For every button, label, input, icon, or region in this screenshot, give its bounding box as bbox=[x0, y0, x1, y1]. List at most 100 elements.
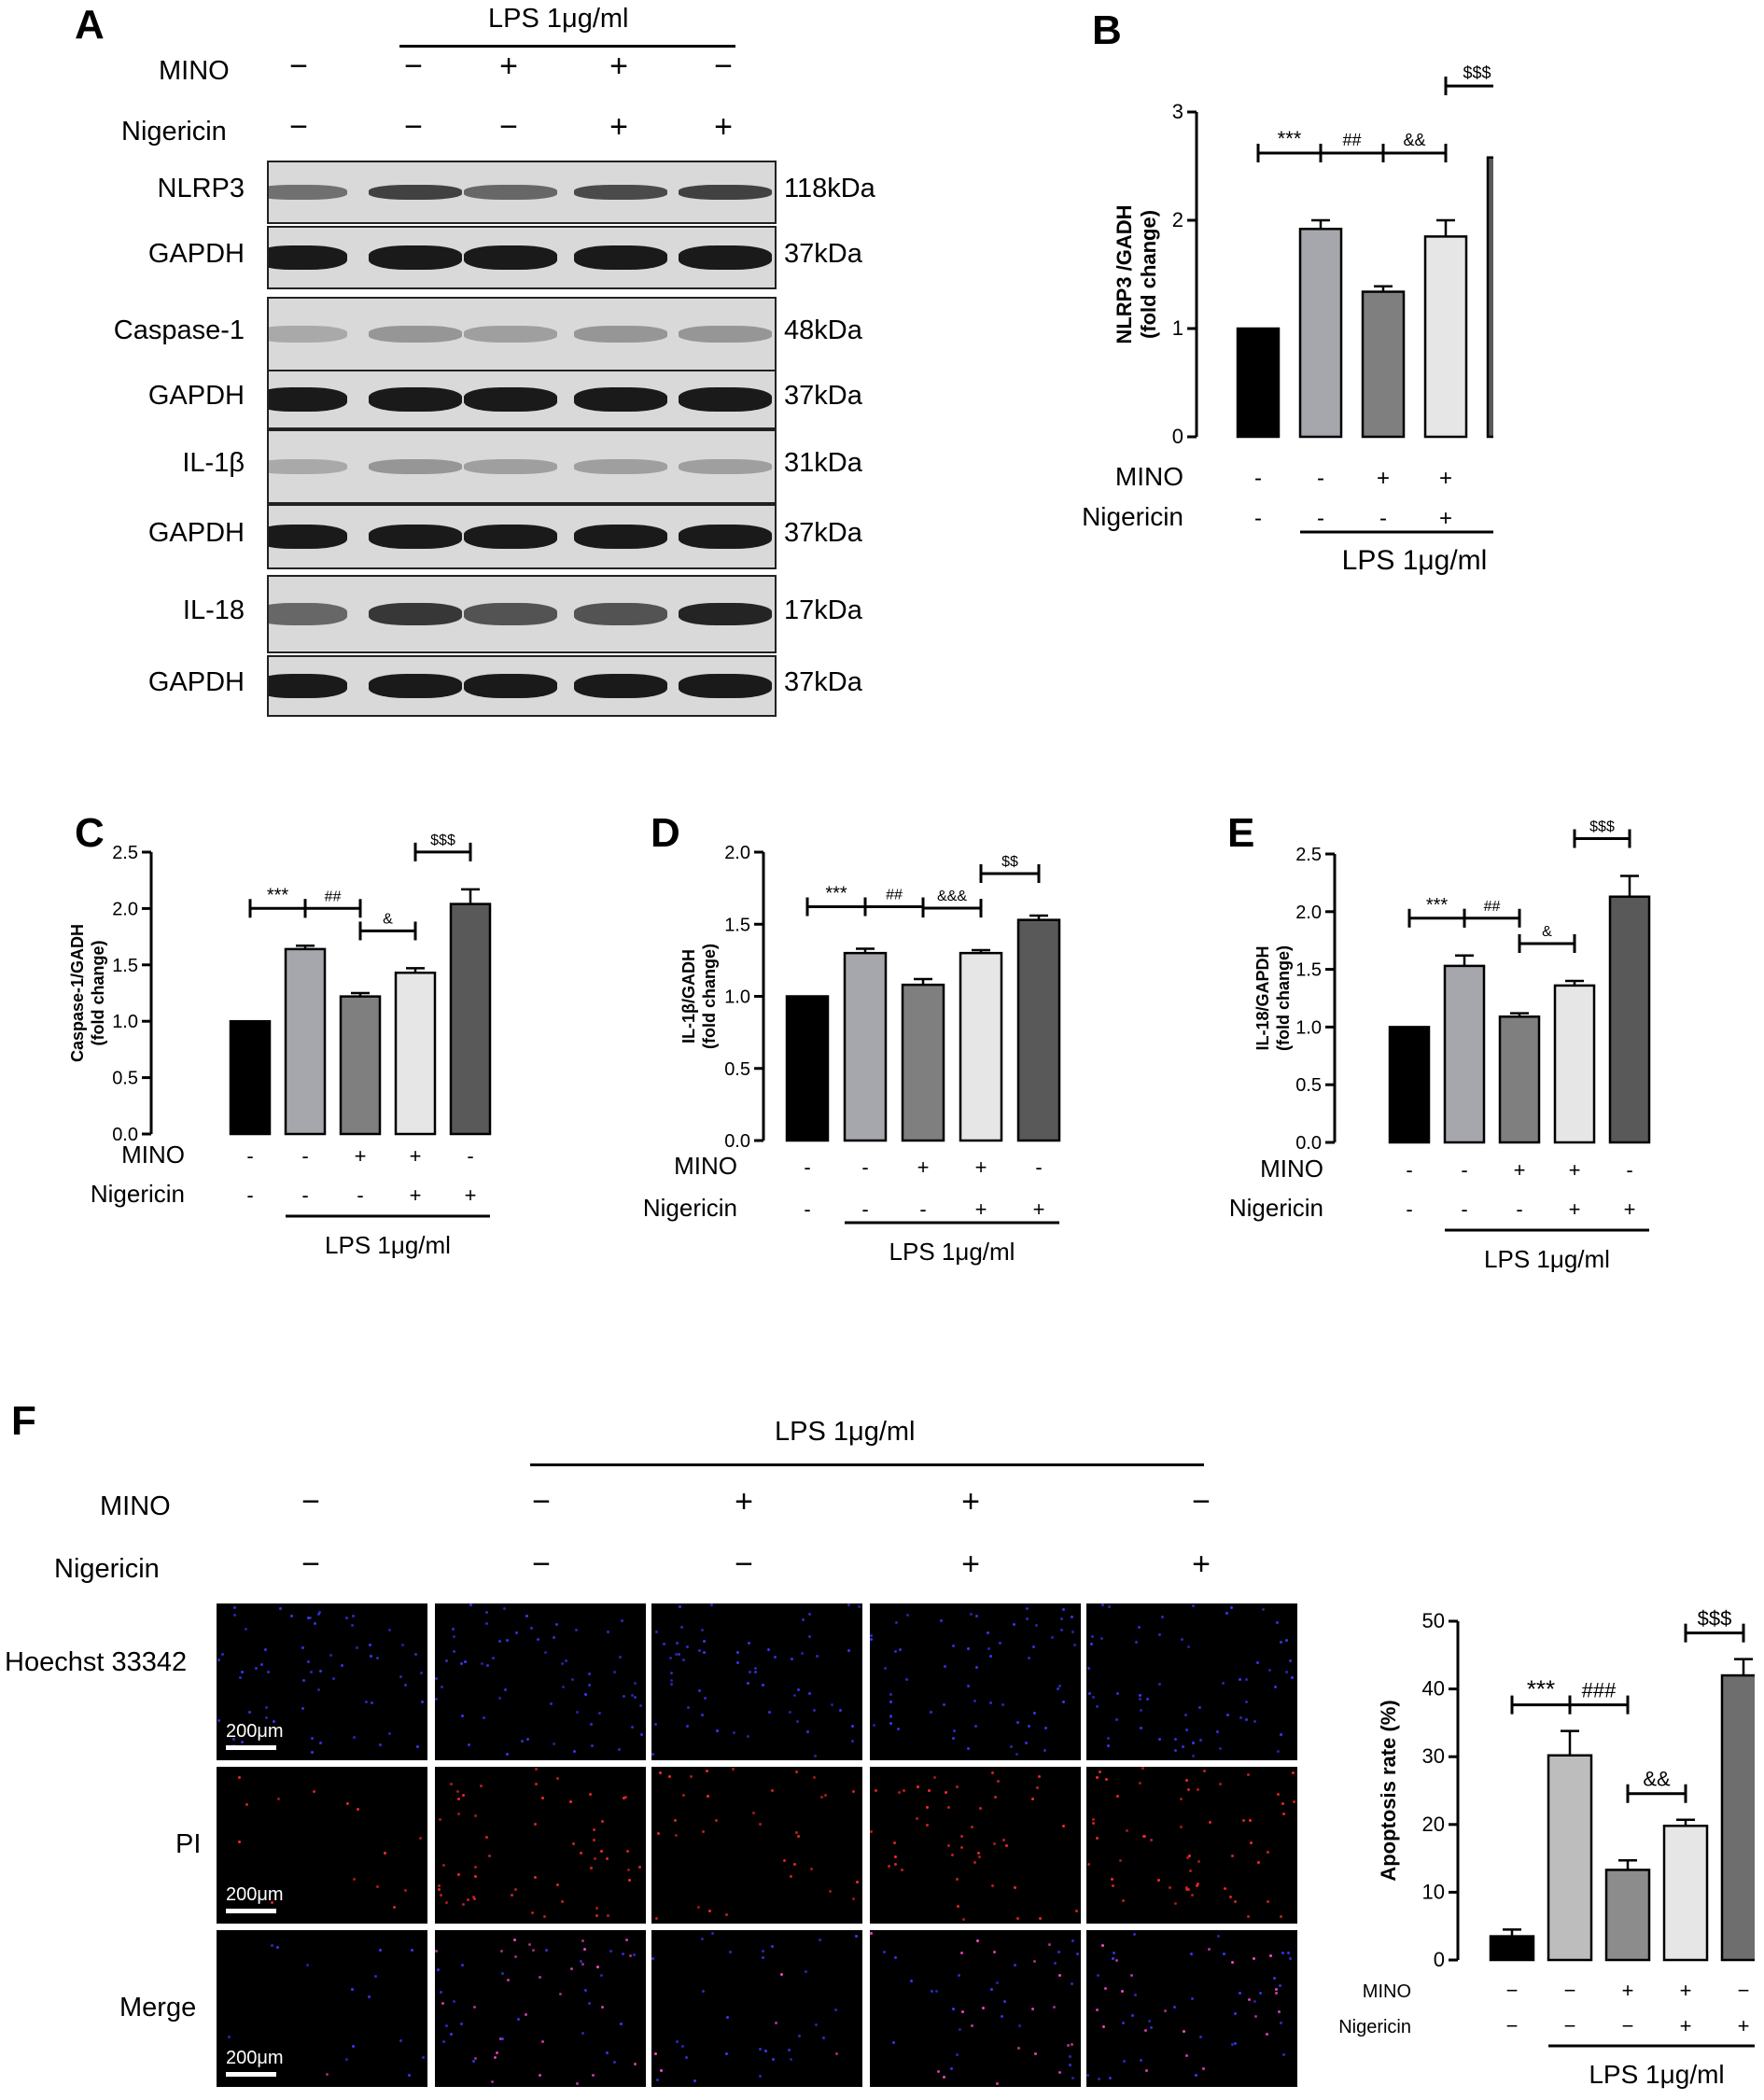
cell-dot bbox=[620, 2023, 623, 2025]
cell-dot bbox=[309, 1617, 312, 1619]
cell-dot bbox=[1253, 2000, 1256, 2003]
cell-dot bbox=[640, 1733, 643, 1736]
cell-dot bbox=[511, 1894, 513, 1897]
cell-dot bbox=[319, 1670, 322, 1673]
mino-sign: - bbox=[301, 1144, 308, 1168]
cell-dot bbox=[762, 1950, 764, 1953]
y-tick-label: 0 bbox=[1172, 425, 1183, 448]
cell-dot bbox=[525, 1615, 528, 1617]
cell-dot bbox=[576, 2082, 579, 2085]
cell-dot bbox=[888, 1865, 890, 1868]
cell-dot bbox=[1259, 1992, 1262, 1995]
cell-dot bbox=[1134, 1994, 1137, 1996]
sig-label: &&& bbox=[937, 889, 967, 904]
cell-dot bbox=[592, 2074, 595, 2077]
bar bbox=[1662, 1825, 1709, 1962]
cell-dot bbox=[1199, 1739, 1202, 1742]
cell-dot bbox=[962, 1918, 965, 1921]
cell-dot bbox=[1190, 1953, 1193, 1955]
sig-label: *** bbox=[1426, 895, 1449, 916]
sig-label: *** bbox=[1527, 1675, 1555, 1703]
cell-dot bbox=[239, 1676, 242, 1679]
cell-dot bbox=[957, 1905, 959, 1908]
cell-dot bbox=[928, 1789, 931, 1792]
svg-text:(fold change): (fold change) bbox=[1137, 210, 1160, 339]
cell-dot bbox=[987, 1647, 990, 1650]
microscopy-image bbox=[651, 1767, 862, 1924]
cell-dot bbox=[1253, 1957, 1255, 1960]
nigericin-sign: - bbox=[1461, 1197, 1467, 1221]
cell-dot bbox=[976, 1939, 979, 1942]
sig-label: ### bbox=[1582, 1679, 1617, 1702]
y-axis-label: Apoptosis rate (%) bbox=[1377, 1700, 1400, 1881]
cell-dot bbox=[265, 1716, 268, 1719]
bar bbox=[1498, 1015, 1541, 1144]
cell-dot bbox=[1186, 1856, 1189, 1859]
cell-dot bbox=[634, 2063, 637, 2065]
cell-dot bbox=[1196, 1884, 1198, 1887]
cell-dot bbox=[621, 1619, 623, 1622]
cell-dot bbox=[892, 2041, 895, 2044]
mino-sign: + bbox=[1680, 1979, 1692, 2002]
cell-dot bbox=[951, 1854, 954, 1856]
cell-dot bbox=[485, 1611, 488, 1614]
sig-label: ## bbox=[1342, 131, 1361, 149]
chart-f: 0 10 20 30 40 50 Apoptosis rate (%) *** ### && $$$… bbox=[1338, 1607, 1755, 2089]
cell-dot bbox=[704, 1697, 707, 1700]
treatment-label: Nigericin bbox=[121, 117, 227, 147]
cell-dot bbox=[710, 1603, 713, 1606]
cell-dot bbox=[707, 1795, 709, 1798]
cell-dot bbox=[313, 1790, 315, 1793]
cell-dot bbox=[629, 1954, 632, 1957]
cell-dot bbox=[271, 1901, 273, 1904]
cell-dot bbox=[1107, 1744, 1110, 1747]
nigericin-sign: + bbox=[1569, 1197, 1581, 1221]
blot-band bbox=[269, 525, 347, 549]
mino-sign: - bbox=[804, 1155, 810, 1179]
cell-dot bbox=[513, 1939, 516, 1941]
lps-header-f: LPS 1μg/ml bbox=[775, 1417, 916, 1447]
cell-dot bbox=[1086, 2074, 1089, 2077]
cell-dot bbox=[472, 1896, 475, 1898]
cell-dot bbox=[797, 1688, 800, 1691]
cell-dot bbox=[1092, 1822, 1095, 1825]
blot-band bbox=[574, 185, 667, 200]
cell-dot bbox=[1282, 1813, 1285, 1815]
cell-dot bbox=[685, 2056, 688, 2059]
y-tick-label: 3 bbox=[1172, 100, 1183, 123]
nigericin-sign: - bbox=[1379, 506, 1387, 531]
cell-dot bbox=[1254, 2015, 1257, 2018]
cell-dot bbox=[473, 2006, 476, 2009]
cell-dot bbox=[356, 1646, 358, 1649]
cell-dot bbox=[633, 1953, 636, 1956]
cell-dot bbox=[686, 1645, 689, 1648]
lps-line-f bbox=[530, 1463, 1204, 1466]
cell-dot bbox=[441, 1686, 443, 1688]
cell-dot bbox=[1140, 1727, 1142, 1729]
cell-dot bbox=[613, 2061, 616, 2064]
cell-dot bbox=[772, 2058, 775, 2061]
cell-dot bbox=[1274, 1686, 1277, 1688]
cell-dot bbox=[889, 1693, 892, 1696]
cell-dot bbox=[940, 1619, 943, 1622]
cell-dot bbox=[858, 1605, 861, 1608]
cell-dot bbox=[388, 1629, 391, 1631]
nigericin-row-label: Nigericin bbox=[91, 1180, 185, 1208]
cell-dot bbox=[889, 1701, 892, 1703]
cell-dot bbox=[654, 2052, 657, 2055]
cell-dot bbox=[1256, 1661, 1259, 1664]
cell-dot bbox=[1044, 1727, 1047, 1729]
lps-label: LPS 1μg/ml bbox=[325, 1231, 451, 1259]
cell-dot bbox=[1092, 1696, 1095, 1699]
y-tick-label: 2.0 bbox=[724, 843, 750, 863]
y-tick-label: 2.5 bbox=[1295, 845, 1322, 865]
cell-dot bbox=[1276, 1621, 1279, 1624]
mino-sign: + bbox=[1439, 466, 1452, 491]
cell-dot bbox=[494, 2056, 497, 2059]
cell-dot bbox=[1101, 1944, 1104, 1947]
cell-dot bbox=[544, 1651, 547, 1654]
cell-dot bbox=[1010, 1745, 1013, 1748]
cell-dot bbox=[1223, 1953, 1225, 1955]
blot-band bbox=[269, 326, 347, 343]
cell-dot bbox=[596, 1966, 599, 1968]
